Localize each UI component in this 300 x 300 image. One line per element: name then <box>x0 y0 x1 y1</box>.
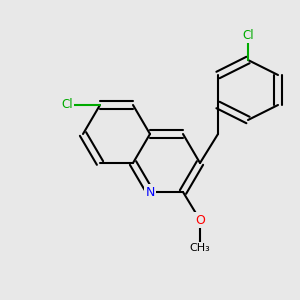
Text: Cl: Cl <box>242 28 254 41</box>
Text: N: N <box>145 185 155 199</box>
Text: Cl: Cl <box>61 98 73 112</box>
Text: CH₃: CH₃ <box>190 243 210 253</box>
Text: O: O <box>195 214 205 226</box>
